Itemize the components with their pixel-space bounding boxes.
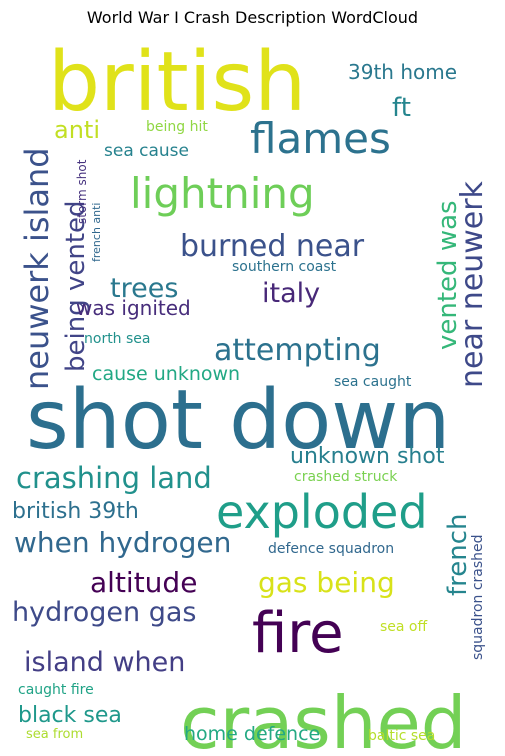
word-crashed-struck: crashed struck (294, 469, 398, 485)
word-flames: flames (250, 114, 391, 163)
word-hydrogen-gas: hydrogen gas (12, 597, 196, 628)
word-southern-coast: southern coast (232, 259, 337, 275)
word-french: french (443, 513, 473, 596)
word-french-anti: french anti (90, 203, 103, 263)
word-unknown-shot: unknown shot (290, 444, 445, 469)
word-39th-home: 39th home (348, 60, 457, 84)
word-caught-fire: caught fire (18, 682, 94, 698)
word-sea-from: sea from (26, 727, 83, 742)
word-neuwerk-island: neuwerk island (18, 147, 56, 390)
word-trees: trees (110, 273, 178, 304)
word-baltic-sea: baltic sea (368, 728, 435, 744)
word-altitude: altitude (90, 566, 197, 599)
word-exploded: exploded (216, 485, 428, 539)
word-british-39th: british 39th (12, 499, 139, 524)
word-shot-down: shot down (26, 373, 450, 468)
word-when-hydrogen: when hydrogen (14, 526, 231, 559)
word-cause-unknown: cause unknown (92, 363, 240, 385)
word-anti: anti (54, 116, 100, 144)
word-lightning: lightning (130, 169, 315, 218)
word-gas-being: gas being (258, 566, 395, 599)
word-storm-shot: storm shot (75, 159, 89, 224)
word-defence-squadron: defence squadron (268, 541, 394, 557)
word-fire: fire (252, 601, 344, 666)
word-north-sea: north sea (84, 331, 151, 347)
word-italy: italy (262, 278, 320, 309)
word-burned-near: burned near (180, 229, 365, 264)
word-crashed: crashed (180, 681, 466, 756)
word-near-neuwerk: near neuwerk (455, 180, 490, 388)
word-attempting: attempting (214, 333, 381, 368)
word-home-defence: home defence (184, 723, 320, 745)
word-sea-cause: sea cause (104, 141, 189, 161)
word-squadron-crashed: squadron crashed (470, 534, 486, 660)
chart-title: World War I Crash Description WordCloud (86, 8, 419, 27)
word-black-sea: black sea (18, 703, 122, 728)
word-was-ignited: was ignited (76, 296, 191, 320)
word-ft: ft (392, 93, 411, 123)
word-being-hit: being hit (146, 119, 208, 135)
word-island-when: island when (24, 647, 185, 678)
word-sea-caught: sea caught (334, 374, 412, 390)
word-sea-off: sea off (380, 619, 428, 635)
word-crashing-land: crashing land (16, 461, 212, 495)
word-british: british (48, 35, 306, 130)
word-vented-was: vented was (433, 200, 463, 350)
word-being-vented: being vented (61, 200, 91, 372)
